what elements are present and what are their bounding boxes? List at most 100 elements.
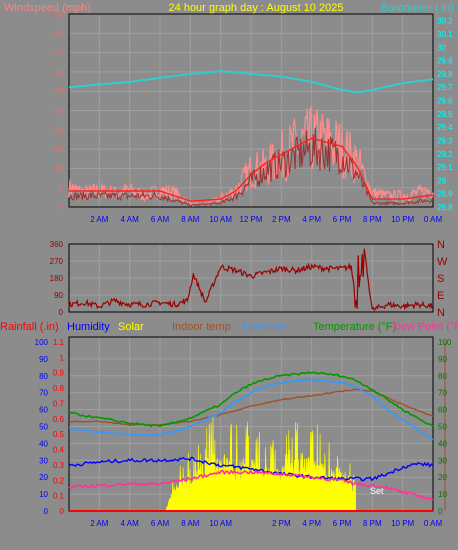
rain-tick-label: 0.6 [53,415,65,424]
wind-time-tick-label: 8 PM [363,215,382,224]
direction-degree-label: 0 [59,308,64,317]
humidity-tick-label: 80 [39,372,48,381]
dew-point-line [68,469,434,501]
temperature-tick-labels: 0 10 20 30 40 50 60 70 80 90 100 [438,338,452,516]
barometer-tick-label: 28.9 [437,190,453,199]
barometer-axis-label: Barometer (.in) [381,2,454,14]
wind-time-tick-labels: 2 AM 4 AM 6 AM 8 AM 10 AM 12 PM 2 PM 4 PM 6 PM 8 … [90,215,442,224]
compass-label: E [437,290,444,302]
temperature-tick-label: 40 [438,439,447,448]
legend-solar: Solar [118,321,144,333]
humidity-tick-label: 70 [39,389,48,398]
weather-time-tick-label: 10 PM [391,519,414,528]
barometer-tick-label: 29.4 [437,123,453,132]
temperature-tick-label: 10 [438,490,447,499]
weather-time-tick-label: 2 PM [272,519,291,528]
wind-time-tick-label: 10 AM [209,215,232,224]
barometer-tick-label: 30.1 [437,30,453,39]
wind-barometer-series [68,70,434,208]
barometer-tick-label: 29.9 [437,57,453,66]
barometer-tick-label: 29.3 [437,136,453,145]
barometer-tick-label: 29 [437,176,446,185]
sunset-annotation: Set [370,486,384,496]
windspeed-tick-label: 40 [54,49,63,58]
barometer-tick-label: 29.1 [437,163,453,172]
direction-degree-label: 90 [54,291,63,300]
wind-time-tick-label: 12 PM [239,215,262,224]
legend-rainfall: Rainfall (.in) [0,321,59,333]
indoor-temp-line [69,388,434,427]
direction-series [68,248,434,312]
windspeed-tick-label: 15 [54,145,63,154]
weather-time-tick-label: 0 AM [424,519,443,528]
humidity-tick-label: 20 [39,473,48,482]
windspeed-tick-label: 45 [54,29,63,38]
humidity-tick-label: 40 [39,439,48,448]
humidex-line [68,377,434,441]
humidity-tick-label: 50 [39,423,48,432]
temperature-tick-label: 30 [438,456,447,465]
temperature-tick-label: 50 [438,423,447,432]
wind-smoothed-line [69,137,434,202]
legend-dew-point: Dew Point (°F) [393,321,458,333]
rain-tick-label: 0.8 [53,384,65,393]
wind-panel-frame [68,13,434,208]
weather-time-tick-label: 4 AM [121,519,140,528]
wind-average-line [68,128,434,207]
barometer-line [68,70,434,94]
wind-direction-line [68,248,434,312]
humidity-tick-label: 0 [44,507,49,516]
weather-time-tick-label: 8 PM [363,519,382,528]
wind-time-tick-label: 0 AM [424,215,443,224]
humidity-line [68,456,434,482]
weather-time-tick-label: 6 PM [333,519,352,528]
barometer-tick-label: 29.7 [437,83,453,92]
humidity-tick-label: 90 [39,355,48,364]
humidity-tick-label: 10 [39,490,48,499]
windspeed-tick-label: 35 [54,68,63,77]
barometer-tick-label: 29.2 [437,150,453,159]
windspeed-tick-label: 0 [59,203,64,212]
temperature-tick-label: 0 [438,507,443,516]
weather-legend: Rainfall (.in) Humidity Solar Indoor tem… [0,321,458,333]
wind-time-tick-label: 4 AM [121,215,140,224]
weather-time-tick-label: 8 AM [181,519,200,528]
wind-time-tick-label: 6 PM [333,215,352,224]
wind-time-tick-label: 2 PM [272,215,291,224]
humidity-tick-label: 100 [35,338,49,347]
windspeed-tick-label: 30 [54,87,63,96]
temperature-tick-label: 100 [438,338,452,347]
direction-panel-frame [68,243,434,313]
wind-time-tick-label: 6 AM [151,215,170,224]
rain-tick-label: 0.2 [53,476,65,485]
direction-panel-grid [69,244,433,312]
weather-time-tick-labels: 2 AM 4 AM 6 AM 8 AM 10 AM 2 PM 4 PM 6 PM 8 PM 10 … [90,519,442,528]
compass-label: N [437,239,445,251]
weather-time-tick-label: 10 AM [209,519,232,528]
compass-label: N [437,307,445,319]
wind-time-tick-label: 2 AM [90,215,109,224]
rain-tick-label: 0.1 [53,492,65,501]
rain-tick-label: 1.1 [53,338,65,347]
rain-tick-label: 1 [60,353,65,362]
barometer-tick-label: 30 [437,43,446,52]
humidity-tick-labels: 0 10 20 30 40 50 60 70 80 90 100 [35,338,49,516]
temperature-tick-label: 60 [438,406,447,415]
rain-tick-label: 0.4 [53,446,65,455]
humidity-tick-label: 60 [39,406,48,415]
barometer-tick-label: 29.6 [437,97,453,106]
rain-tick-labels: 0 0.1 0.2 0.3 0.4 0.5 0.6 0.7 0.8 0.9 1 1.1 [53,338,65,516]
wind-time-tick-label: 8 AM [181,215,200,224]
barometer-tick-label: 29.5 [437,110,453,119]
rain-tick-label: 0.5 [53,430,65,439]
direction-degree-labels: 0 90 180 270 360 [50,240,64,317]
wind-time-tick-label: 10 PM [391,215,414,224]
rain-tick-label: 0.3 [53,461,65,470]
windspeed-tick-labels: 0 5 10 15 20 25 30 35 40 45 50 [54,10,63,212]
rain-tick-label: 0 [60,507,65,516]
barometer-tick-label: 30.2 [437,17,453,26]
barometer-tick-labels: 28.8 28.9 29 29.1 29.2 29.3 29.4 29.5 29.6 29.7 29… [437,17,453,212]
weather-series [68,371,434,512]
